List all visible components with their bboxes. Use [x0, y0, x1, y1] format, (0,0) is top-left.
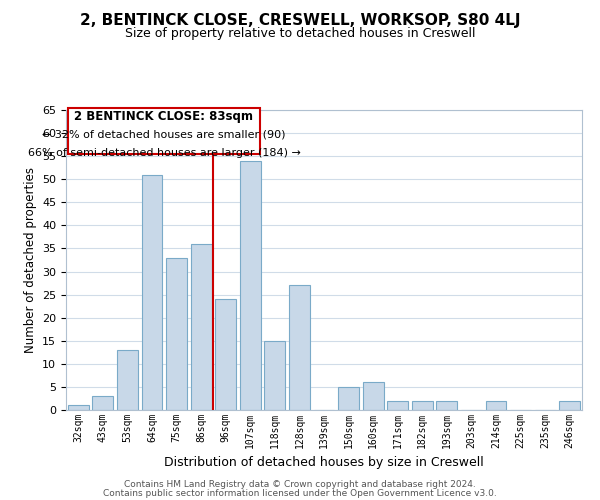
Bar — [387, 401, 408, 410]
Bar — [240, 161, 261, 410]
Y-axis label: Number of detached properties: Number of detached properties — [23, 167, 37, 353]
Text: Size of property relative to detached houses in Creswell: Size of property relative to detached ho… — [125, 28, 475, 40]
Text: Contains public sector information licensed under the Open Government Licence v3: Contains public sector information licen… — [103, 489, 497, 498]
Bar — [485, 401, 506, 410]
Bar — [215, 299, 236, 410]
Bar — [289, 286, 310, 410]
Text: 66% of semi-detached houses are larger (184) →: 66% of semi-detached houses are larger (… — [28, 148, 301, 158]
Bar — [362, 382, 383, 410]
Bar — [436, 401, 457, 410]
X-axis label: Distribution of detached houses by size in Creswell: Distribution of detached houses by size … — [164, 456, 484, 469]
Text: 2 BENTINCK CLOSE: 83sqm: 2 BENTINCK CLOSE: 83sqm — [74, 110, 253, 123]
Bar — [412, 401, 433, 410]
Bar — [68, 406, 89, 410]
Bar — [559, 401, 580, 410]
Text: Contains HM Land Registry data © Crown copyright and database right 2024.: Contains HM Land Registry data © Crown c… — [124, 480, 476, 489]
Text: 2, BENTINCK CLOSE, CRESWELL, WORKSOP, S80 4LJ: 2, BENTINCK CLOSE, CRESWELL, WORKSOP, S8… — [80, 12, 520, 28]
Bar — [166, 258, 187, 410]
Bar — [191, 244, 212, 410]
Bar — [92, 396, 113, 410]
Bar — [338, 387, 359, 410]
Text: ← 32% of detached houses are smaller (90): ← 32% of detached houses are smaller (90… — [42, 129, 286, 139]
Bar — [265, 341, 286, 410]
Bar — [117, 350, 138, 410]
Bar — [142, 174, 163, 410]
